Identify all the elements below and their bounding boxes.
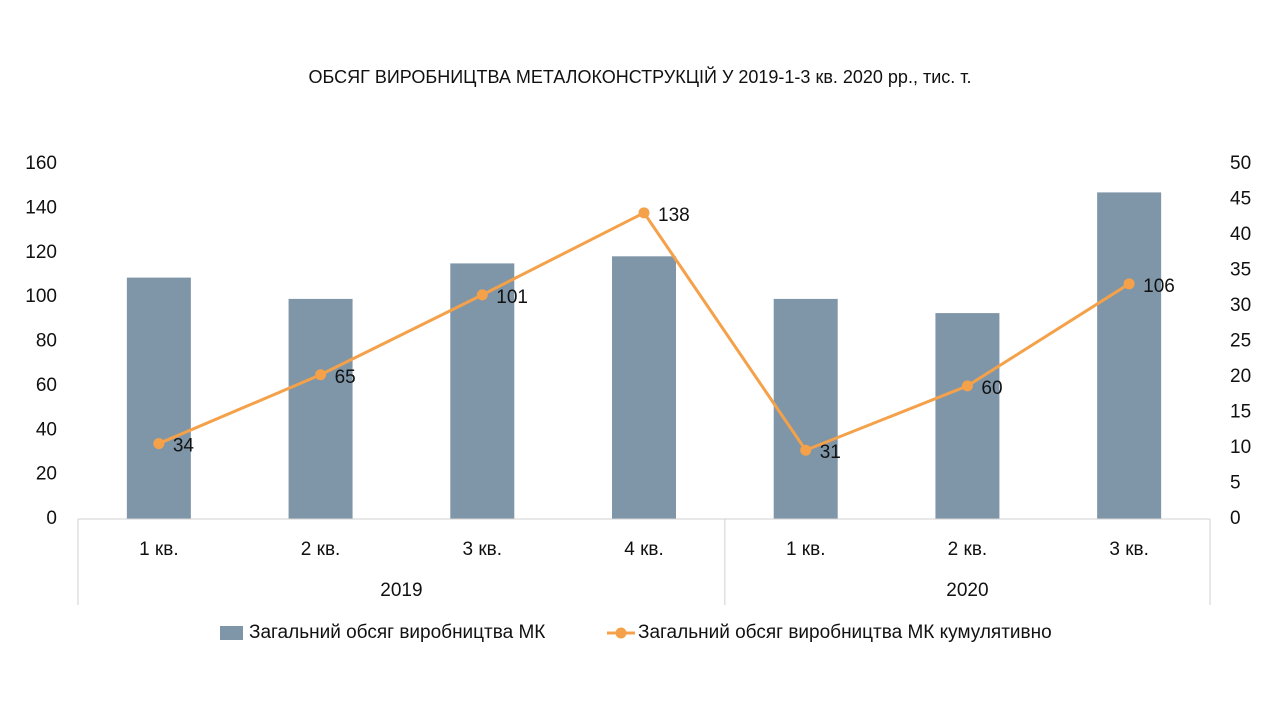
data-label: 60 — [981, 378, 1002, 399]
x-tick-label: 4 кв. — [624, 539, 664, 560]
bar — [1097, 192, 1162, 519]
y-tick-label: 120 — [25, 242, 57, 263]
y-tick-label: 40 — [36, 419, 57, 440]
data-label: 34 — [173, 436, 195, 457]
bar — [935, 313, 1000, 519]
y-tick-label: 160 — [25, 153, 57, 174]
y2-tick-label: 15 — [1230, 402, 1251, 423]
y2-tick-label: 30 — [1230, 295, 1251, 316]
line-marker — [961, 380, 973, 392]
bar — [126, 277, 191, 519]
y2-tick-label: 35 — [1230, 260, 1251, 281]
y-tick-label: 80 — [36, 331, 57, 352]
data-label: 101 — [496, 287, 528, 308]
x-tick-label: 3 кв. — [463, 539, 503, 560]
data-label: 31 — [820, 442, 841, 463]
x-tick-label: 1 кв. — [139, 539, 179, 560]
legend-swatch — [615, 627, 627, 639]
y2-tick-label: 10 — [1230, 437, 1251, 458]
y2-tick-label: 50 — [1230, 153, 1251, 174]
data-label: 138 — [658, 205, 690, 226]
y-tick-label: 100 — [25, 286, 57, 307]
data-label: 65 — [335, 367, 356, 388]
x-tick-label: 2 кв. — [948, 539, 988, 560]
bar — [288, 298, 353, 519]
line-marker — [315, 369, 327, 381]
y2-tick-label: 0 — [1230, 508, 1241, 529]
chart-title: ОБСЯГ ВИРОБНИЦТВА МЕТАЛОКОНСТРУКЦІЙ У 20… — [308, 66, 971, 87]
x-tick-label: 1 кв. — [786, 539, 826, 560]
x-tick-label: 3 кв. — [1109, 539, 1149, 560]
line-marker — [800, 444, 812, 456]
y2-tick-label: 5 — [1230, 473, 1241, 494]
y-tick-label: 20 — [36, 464, 57, 485]
line-marker — [153, 438, 165, 450]
data-label: 106 — [1143, 276, 1175, 297]
y2-tick-label: 40 — [1230, 224, 1251, 245]
bar — [612, 256, 676, 519]
y2-tick-label: 25 — [1230, 331, 1251, 352]
legend-label: Загальний обсяг виробництва МК кумулятив… — [638, 622, 1052, 643]
line-marker — [638, 207, 650, 219]
group-label: 2020 — [946, 580, 988, 601]
bar — [773, 298, 838, 519]
line-marker — [476, 289, 488, 301]
legend-label: Загальний обсяг виробництва МК — [249, 622, 545, 643]
line-marker — [1123, 278, 1135, 290]
y2-tick-label: 20 — [1230, 366, 1251, 387]
y-tick-label: 140 — [25, 197, 57, 218]
y-tick-label: 0 — [46, 508, 57, 529]
group-label: 2019 — [380, 580, 422, 601]
x-tick-label: 2 кв. — [301, 539, 341, 560]
legend-swatch — [220, 626, 243, 640]
y-tick-label: 60 — [36, 375, 57, 396]
y2-tick-label: 45 — [1230, 189, 1251, 210]
